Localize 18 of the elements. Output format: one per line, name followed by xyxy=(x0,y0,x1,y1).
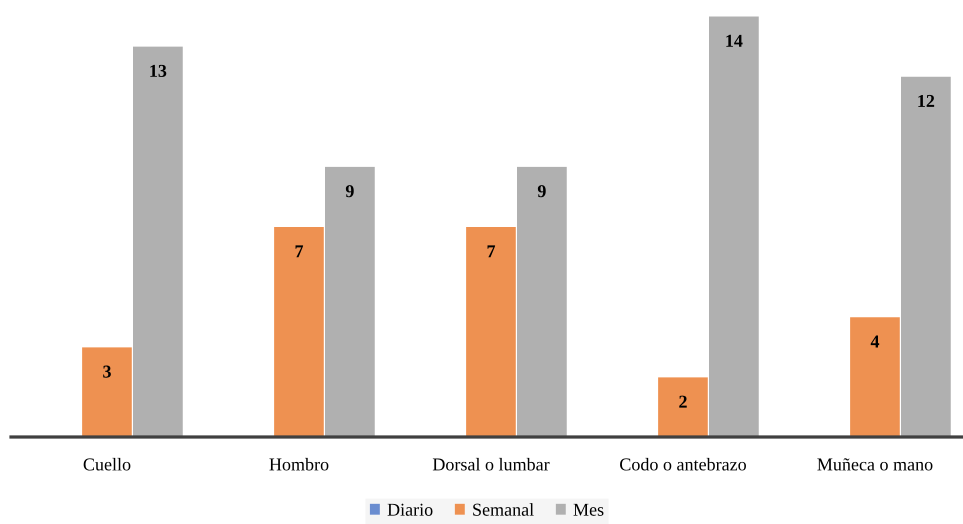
data-label: 14 xyxy=(726,34,743,47)
legend-label: Semanal xyxy=(473,503,534,516)
x-tick-label: Hombro xyxy=(269,458,328,471)
legend-label: Diario xyxy=(388,504,432,516)
data-label: 3 xyxy=(103,366,111,378)
data-label: 13 xyxy=(150,64,166,77)
data-label: 9 xyxy=(346,185,354,198)
data-label: 7 xyxy=(296,245,304,258)
legend-label: Mes xyxy=(574,504,604,516)
x-tick-label: Cuello xyxy=(84,458,130,471)
x-tick-label: Dorsal o lumbar xyxy=(432,458,550,471)
data-label: 12 xyxy=(918,94,934,107)
data-label: 2 xyxy=(679,396,687,408)
x-tick-label: Codo o antebrazo xyxy=(620,458,746,471)
data-label: 7 xyxy=(488,245,496,258)
data-label: 4 xyxy=(870,336,880,348)
data-label: 9 xyxy=(538,185,546,198)
x-tick-label: Muñeca o mano xyxy=(817,458,932,471)
